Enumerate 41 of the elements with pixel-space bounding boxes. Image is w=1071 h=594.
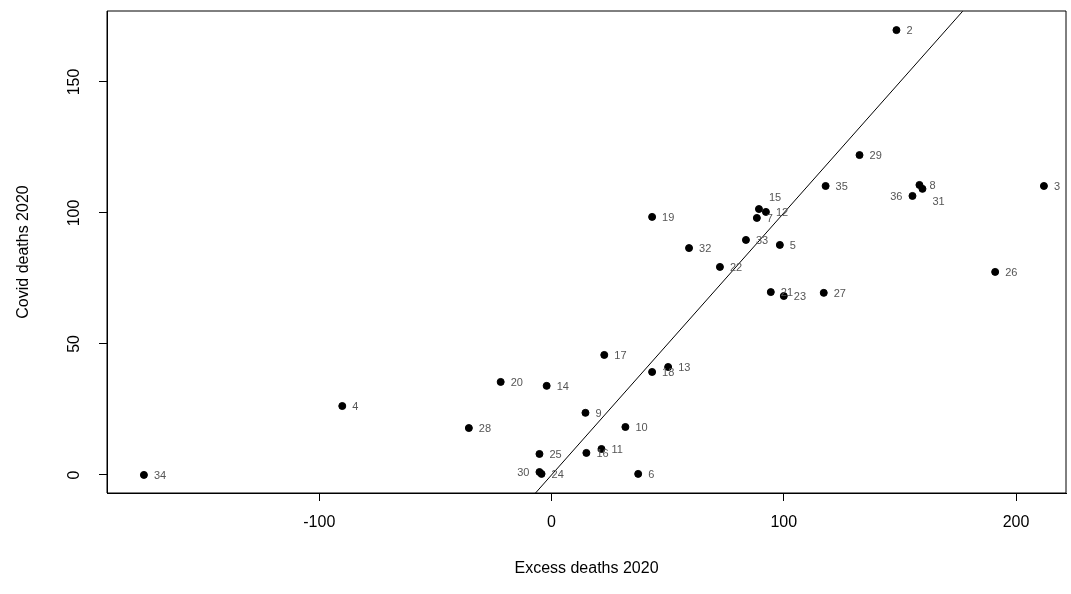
x-tick-label: 100 <box>770 513 798 531</box>
annotation: 11 <box>611 443 623 456</box>
annotation: 17 <box>614 348 627 361</box>
y-tick-label: 50 <box>65 334 83 353</box>
x-axis-title: Excess deaths 2020 <box>514 558 659 576</box>
annotation: 30 <box>517 466 530 479</box>
annotation: 35 <box>835 180 848 193</box>
annotation: 18 <box>662 366 675 379</box>
y-tick-label: 150 <box>65 68 83 96</box>
annotation: 6 <box>648 467 655 480</box>
annotation: 8 <box>929 178 936 191</box>
annotation: 24 <box>551 467 564 480</box>
annotation: 3 <box>1053 180 1061 193</box>
x-tick-label: 0 <box>547 513 557 531</box>
annotation: 9 <box>595 406 602 419</box>
annotation: 21 <box>780 286 794 299</box>
annotation: 26 <box>1005 265 1018 278</box>
annotation: 2 <box>906 24 913 37</box>
annotation: 14 <box>556 379 569 392</box>
annotation: 4 <box>352 400 359 413</box>
annotation: 29 <box>869 149 882 162</box>
y-tick-label: 0 <box>65 470 83 480</box>
annotation: 5 <box>789 238 796 251</box>
annotation: 32 <box>699 242 712 255</box>
x-tick-label: -100 <box>303 513 336 531</box>
annotation: 25 <box>549 448 562 460</box>
annotation: 36 <box>890 189 903 202</box>
y-tick-label: 100 <box>65 199 83 227</box>
annotation: 31 <box>932 194 945 207</box>
annotation: 27 <box>833 286 846 299</box>
y-axis-title: Covid deaths 2020 <box>14 185 32 319</box>
annotation: 10 <box>635 421 648 434</box>
annotation: 23 <box>793 290 807 303</box>
annotation: 34 <box>153 468 167 481</box>
annotation: 19 <box>662 210 675 223</box>
annotation: 7 <box>766 211 773 224</box>
annotation: 28 <box>478 422 492 435</box>
x-tick-label: 200 <box>1002 513 1030 531</box>
annotation: 20 <box>510 375 523 388</box>
annotation: 15 <box>768 191 782 204</box>
annotation: 13 <box>678 361 691 374</box>
